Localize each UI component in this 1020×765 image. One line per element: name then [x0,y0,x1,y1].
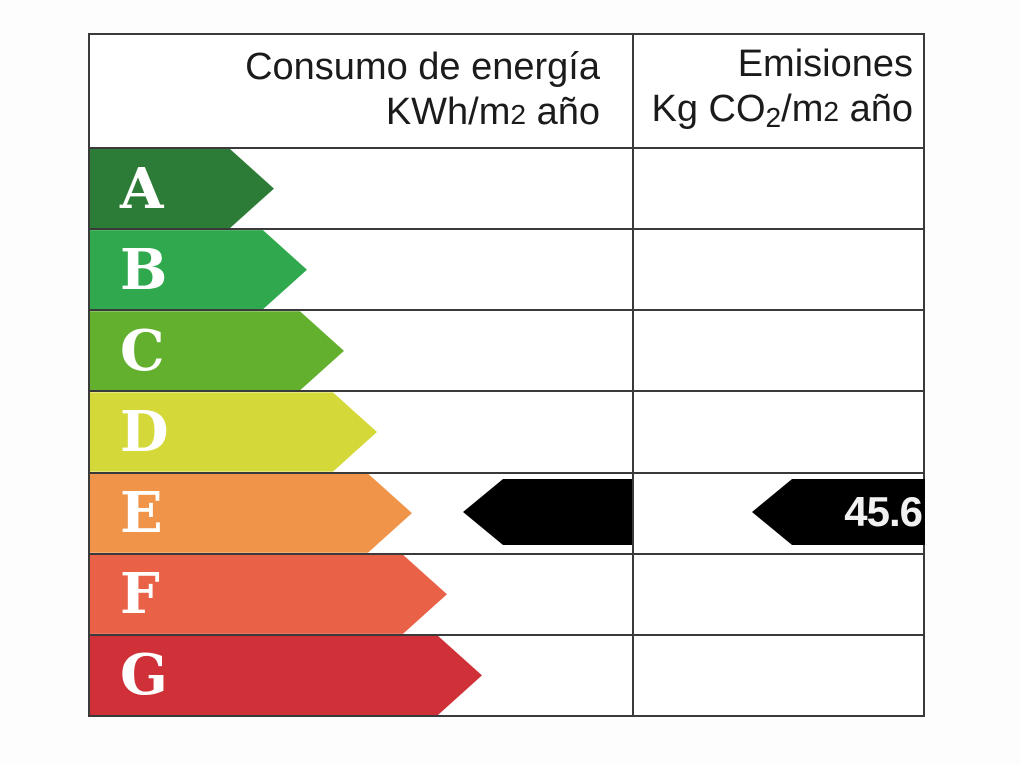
rating-letter-a: A [120,155,164,222]
consumption-header-line1: Consumo de energía [245,46,600,88]
emissions-header-line1: Emisiones [737,42,913,85]
rating-row-g: G [90,633,923,715]
emissions-header: Emisiones Kg CO2/m2 año [632,35,923,147]
rating-arrow-c: C [90,311,344,390]
rating-arrow-a: A [90,149,274,228]
consumption-indicator-arrow [463,479,632,545]
consumption-header-line2: KWh/m2 año [385,91,600,133]
rating-row-f: F [90,552,923,634]
rating-row-a: A [90,147,923,228]
consumption-header: Consumo de energía KWh/m2 año [90,35,632,147]
emissions-indicator-arrow: 45.6 [752,479,925,545]
rating-letter-e: E [120,480,163,547]
emissions-value: 45.6 [844,488,923,535]
rating-letter-c: C [120,317,165,384]
rating-arrow-d: D [90,392,377,471]
emissions-header-line2: Kg CO2/m2 año [651,87,913,134]
rating-row-e: E [90,471,923,553]
table-header: Consumo de energía KWh/m2 año Emisiones … [90,35,923,147]
rating-row-b: B [90,228,923,309]
rating-letter-g: G [120,642,168,709]
rating-letter-d: D [120,398,169,465]
rating-letter-f: F [120,561,160,628]
energy-rating-table: Consumo de energía KWh/m2 año Emisiones … [88,33,925,717]
rating-arrow-f: F [90,555,447,634]
rating-rows: A B C D E F [90,147,923,715]
rating-row-c: C [90,309,923,390]
column-divider [632,35,634,715]
rating-arrow-e: E [90,474,412,553]
rating-row-d: D [90,390,923,471]
rating-letter-b: B [120,236,168,303]
rating-arrow-g: G [90,636,482,715]
rating-arrow-b: B [90,230,307,309]
